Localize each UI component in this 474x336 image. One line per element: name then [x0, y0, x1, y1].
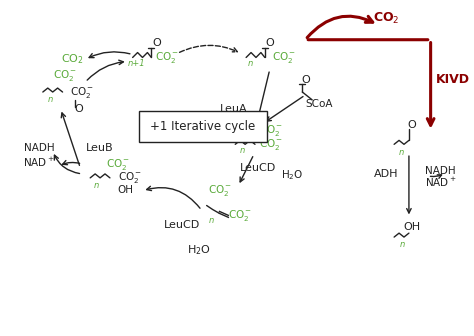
Text: CO$_2$: CO$_2$ — [373, 10, 400, 26]
Text: n: n — [239, 146, 245, 155]
Text: NADH: NADH — [425, 166, 456, 176]
Text: HO: HO — [230, 131, 246, 141]
Text: ADH: ADH — [374, 169, 399, 179]
Text: n+1: n+1 — [128, 59, 146, 68]
Text: +1 Iterative cycle: +1 Iterative cycle — [150, 120, 255, 133]
Text: LeuCD: LeuCD — [164, 220, 200, 230]
Text: CO$_2^-$: CO$_2^-$ — [228, 208, 252, 223]
Text: O: O — [408, 120, 416, 130]
Text: n: n — [399, 148, 404, 157]
Text: n: n — [48, 95, 54, 104]
Text: CO$_2^-$: CO$_2^-$ — [54, 68, 78, 83]
Text: O: O — [152, 38, 161, 48]
FancyBboxPatch shape — [138, 111, 267, 142]
Text: LeuCD: LeuCD — [240, 163, 276, 173]
Text: n: n — [93, 181, 99, 190]
Text: CO$_2^-$: CO$_2^-$ — [273, 50, 297, 65]
Text: H$_2$O: H$_2$O — [281, 168, 304, 182]
Text: NAD$^+$: NAD$^+$ — [23, 156, 55, 169]
Text: CO$_2^-$: CO$_2^-$ — [118, 170, 142, 185]
Text: OH: OH — [403, 222, 420, 232]
Text: CO$_2^-$: CO$_2^-$ — [209, 183, 233, 198]
Text: NAD$^+$: NAD$^+$ — [425, 176, 456, 190]
Text: LeuB: LeuB — [86, 143, 114, 153]
Text: CO$_2^-$: CO$_2^-$ — [155, 50, 179, 65]
Text: n: n — [400, 241, 405, 249]
Text: CO$_2^-$: CO$_2^-$ — [70, 85, 94, 99]
Text: O: O — [301, 75, 310, 85]
Text: SCoA: SCoA — [305, 99, 333, 109]
Text: n: n — [247, 59, 253, 68]
Text: OH: OH — [118, 185, 134, 195]
Text: CO$_2^-$: CO$_2^-$ — [259, 137, 283, 152]
Text: O: O — [265, 38, 274, 48]
Text: CO$_2^-$: CO$_2^-$ — [106, 157, 130, 172]
Text: H$_2$O: H$_2$O — [187, 243, 210, 257]
Text: n: n — [209, 216, 214, 225]
Text: KIVD: KIVD — [437, 73, 470, 86]
Text: CO$_2$: CO$_2$ — [61, 52, 84, 66]
Text: NADH: NADH — [24, 143, 54, 153]
Text: O: O — [74, 104, 83, 114]
Text: LeuA: LeuA — [219, 104, 247, 114]
Text: CO$_2^-$: CO$_2^-$ — [259, 123, 283, 138]
